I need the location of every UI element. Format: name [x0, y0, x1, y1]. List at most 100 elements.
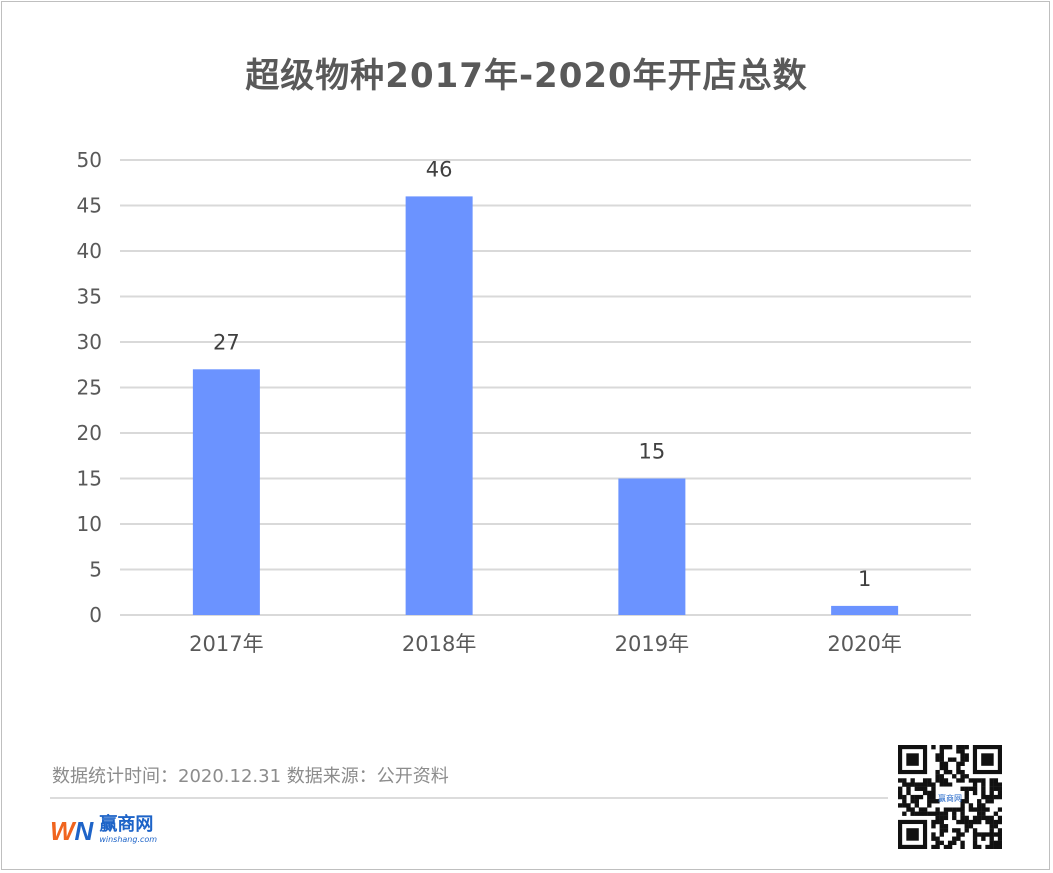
qr-module	[964, 790, 969, 796]
qr-module	[943, 769, 949, 775]
qr-module	[939, 778, 944, 783]
qr-module	[981, 753, 994, 766]
qr-module	[960, 832, 965, 837]
qr-module	[914, 786, 919, 791]
qr-module	[968, 778, 974, 783]
qr-module	[943, 828, 949, 833]
qr-module	[939, 819, 944, 825]
qr-module	[898, 803, 903, 808]
qr-module	[981, 836, 986, 841]
qr-module	[935, 811, 940, 816]
qr-module	[906, 828, 919, 841]
y-tick-label: 50	[77, 148, 102, 172]
qr-module	[910, 782, 915, 787]
qr-module	[943, 807, 949, 812]
bar	[831, 605, 899, 615]
qr-code-icon[interactable]: 赢商网	[898, 745, 1002, 849]
footer-note: 数据统计时间：2020.12.31 数据来源：公开资料	[52, 766, 449, 787]
qr-module	[931, 794, 936, 800]
qr-module	[898, 778, 903, 783]
qr-module	[952, 757, 957, 762]
qr-module	[943, 761, 949, 766]
qr-module	[902, 782, 907, 787]
qr-module	[960, 840, 965, 846]
qr-module	[931, 745, 936, 750]
qr-module	[910, 778, 915, 783]
qr-module	[972, 807, 978, 812]
qr-module	[952, 840, 957, 846]
qr-module	[939, 753, 944, 758]
qr-module	[993, 844, 999, 849]
qr-module	[956, 778, 961, 783]
qr-module	[968, 807, 974, 812]
qr-module	[918, 811, 924, 816]
qr-module	[960, 799, 965, 804]
qr-module	[914, 782, 919, 787]
qr-module	[956, 769, 961, 775]
qr-module	[952, 774, 957, 779]
qr-module	[939, 749, 944, 754]
qr-module	[972, 819, 978, 825]
qr-module	[960, 786, 965, 791]
x-tick-label: 2018年	[402, 632, 476, 656]
qr-module	[947, 757, 953, 762]
qr-module	[956, 761, 961, 766]
qr-module	[960, 753, 965, 758]
qr-module	[910, 799, 915, 804]
qr-module	[935, 778, 940, 783]
qr-module	[981, 803, 986, 808]
qr-module	[985, 819, 990, 825]
qr-module	[927, 799, 932, 804]
qr-module	[993, 811, 999, 816]
qr-module	[918, 782, 924, 787]
qr-module	[935, 769, 940, 775]
qr-module	[993, 782, 999, 787]
qr-module	[989, 828, 994, 833]
qr-module	[960, 778, 965, 783]
y-tick-label: 5	[89, 558, 102, 582]
qr-module	[997, 786, 1002, 791]
qr-module	[935, 815, 940, 821]
qr-module	[960, 774, 965, 779]
qr-module	[943, 745, 949, 750]
qr-module	[977, 778, 982, 783]
qr-module	[935, 844, 940, 849]
qr-module	[972, 778, 978, 783]
qr-module	[972, 815, 978, 821]
qr-module	[952, 828, 957, 833]
bar	[192, 369, 260, 615]
qr-module	[931, 799, 936, 804]
winshang-logo[interactable]: WN 赢商网 winshang.com	[50, 816, 157, 846]
qr-module	[922, 778, 928, 783]
qr-module	[964, 815, 969, 821]
qr-module	[985, 799, 990, 804]
qr-module	[939, 786, 961, 808]
logo-mark: WN	[50, 816, 94, 846]
qr-module	[906, 786, 911, 791]
qr-module	[977, 803, 982, 808]
qr-module	[981, 778, 986, 783]
qr-module	[956, 828, 961, 833]
qr-module	[968, 824, 974, 829]
qr-module	[997, 807, 1002, 812]
qr-module	[943, 811, 949, 816]
qr-module	[989, 819, 994, 825]
qr-module	[931, 824, 936, 829]
qr-module	[898, 794, 903, 800]
qr-module	[906, 807, 911, 812]
qr-module	[993, 778, 999, 783]
qr-module	[918, 794, 924, 800]
qr-module	[993, 840, 999, 846]
qr-module	[960, 811, 965, 816]
qr-module	[931, 790, 936, 796]
qr-module	[906, 790, 911, 796]
x-tick-label: 2017年	[189, 632, 263, 656]
qr-module	[927, 778, 932, 783]
qr-module	[906, 803, 911, 808]
y-tick-label: 20	[77, 421, 102, 445]
qr-module	[922, 807, 928, 812]
qr-center-logo: 赢商网	[938, 793, 962, 803]
qr-module	[981, 794, 986, 800]
qr-module	[910, 794, 915, 800]
